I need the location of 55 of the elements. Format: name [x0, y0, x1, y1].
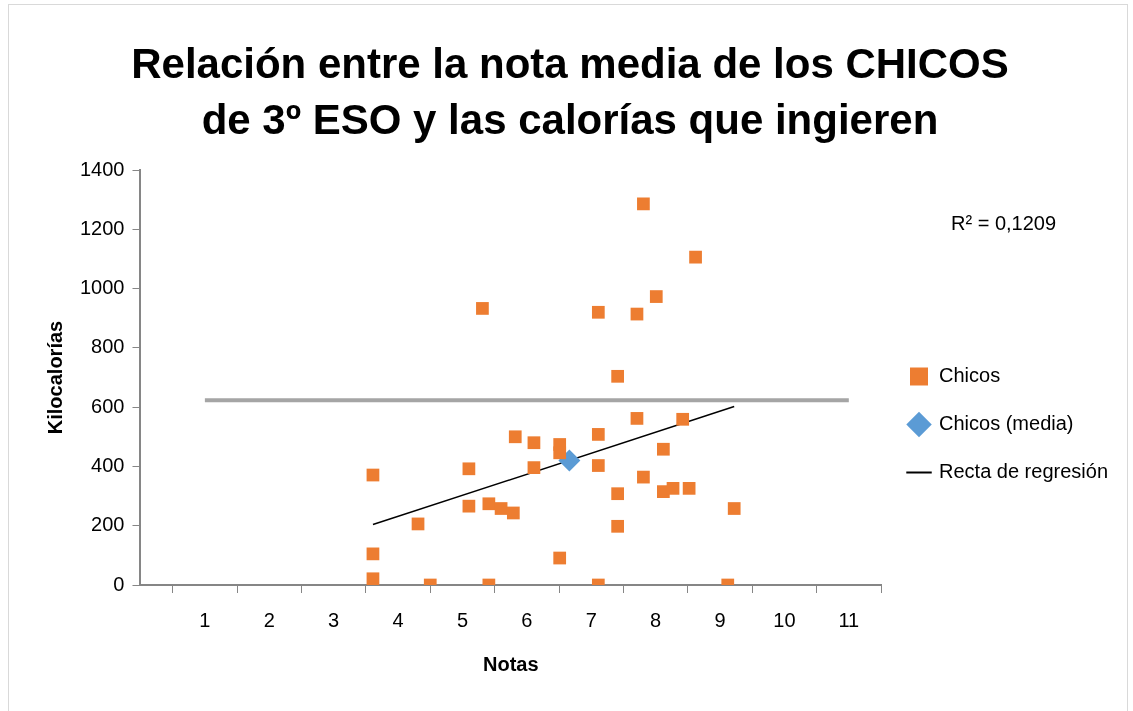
y-tick-label: 400: [91, 453, 125, 476]
point: [637, 470, 650, 484]
x-tick-label: 8: [650, 608, 662, 631]
point: [506, 506, 520, 520]
point: [591, 428, 605, 441]
y-tick-label: 1000: [79, 276, 125, 299]
y-tick-label: 800: [91, 335, 125, 358]
legend-label: Chicos (media): [939, 412, 1074, 435]
point: [482, 497, 496, 511]
y-tick-label: 0: [113, 572, 125, 595]
y-tick-label: 600: [91, 394, 125, 417]
x-tick-label: 5: [456, 608, 469, 631]
x-tick-label: 7: [585, 608, 597, 631]
x-tick-label: 6: [521, 608, 533, 631]
text: R² = 0,1209: [951, 211, 1057, 234]
point: [553, 446, 567, 460]
x-tick-label: 4: [392, 608, 404, 631]
chart-title: Relación entre la nota media de los CHICOS de 3º ESO y las calorías que ingieren: [130, 39, 1010, 145]
y-tick-label: 1200: [79, 216, 125, 239]
x-tick-label: 11: [838, 608, 860, 631]
x-tick-label: 10: [773, 608, 796, 631]
legend-label: Chicos: [939, 364, 1001, 387]
x-axis-title: Notas: [482, 652, 539, 675]
legend-label: Recta de regresión: [939, 460, 1108, 483]
y-tick-label: 200: [91, 513, 125, 536]
point: [630, 412, 644, 425]
point: [527, 436, 541, 450]
x-tick-label: 1: [199, 608, 211, 631]
point: [611, 369, 625, 383]
point: [553, 551, 567, 565]
y-axis-title: Kilocalorías: [43, 320, 66, 435]
point: [494, 502, 508, 515]
point: [657, 442, 670, 456]
point: [527, 461, 541, 474]
point: [476, 302, 489, 315]
x-tick-label: 9: [714, 608, 726, 631]
point: [591, 459, 605, 472]
point: [611, 519, 625, 533]
point: [611, 487, 625, 501]
point: [637, 197, 650, 211]
point: [727, 502, 741, 515]
point: [649, 290, 663, 303]
point: [689, 250, 702, 264]
point: [462, 462, 476, 476]
point: [508, 430, 522, 444]
point: [558, 449, 581, 472]
point: [676, 412, 690, 426]
x-tick-label: 3: [328, 608, 340, 631]
point: [462, 499, 476, 513]
point: [682, 482, 696, 495]
y-tick-label: 1400: [79, 157, 125, 180]
point: [666, 482, 680, 495]
x-tick-label: 2: [263, 608, 275, 631]
point: [591, 305, 605, 319]
point: [366, 572, 380, 585]
